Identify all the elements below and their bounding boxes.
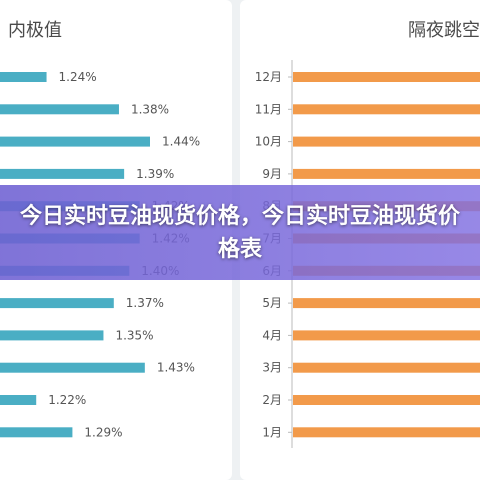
left-value-label: 1.29%	[84, 425, 122, 439]
left-value-label: 1.38%	[131, 102, 169, 116]
right-category-label: 5月	[262, 296, 282, 310]
left-bar	[0, 427, 73, 438]
left-value-label: 1.44%	[162, 135, 200, 149]
right-bar	[293, 298, 480, 309]
left-bar	[0, 330, 104, 341]
right-category-label: 9月	[262, 167, 282, 181]
banner-title: 今日实时豆油现货价格，今日实时豆油现货价格表	[20, 204, 461, 262]
left-value-label: 1.35%	[115, 328, 153, 342]
left-bar	[0, 298, 114, 309]
right-category-label: 3月	[262, 361, 282, 375]
right-category-label: 4月	[262, 328, 282, 342]
left-value-label: 1.43%	[157, 361, 195, 375]
title-banner	[0, 185, 480, 280]
right-bar	[293, 330, 480, 341]
left-value-label: 1.37%	[126, 296, 164, 310]
left-value-label: 1.24%	[59, 70, 97, 84]
right-bar	[293, 362, 480, 373]
right-bar	[293, 395, 480, 405]
right-category-label: 10月	[255, 135, 282, 149]
left-chart-title: 内极值	[8, 20, 62, 41]
left-bar	[0, 362, 145, 373]
right-category-label: 2月	[262, 393, 282, 407]
left-value-label: 1.22%	[48, 393, 86, 407]
right-bar	[293, 72, 480, 82]
left-bar	[0, 395, 37, 405]
right-bar	[293, 168, 480, 179]
right-category-label: 12月	[255, 70, 282, 84]
left-bar	[0, 104, 119, 115]
right-bar	[293, 427, 480, 438]
right-category-label: 1月	[262, 425, 282, 439]
right-category-label: 11月	[255, 102, 282, 116]
right-bar	[293, 104, 480, 115]
right-bar	[293, 136, 480, 147]
left-bar	[0, 168, 125, 179]
right-chart-title: 隔夜跳空	[408, 20, 480, 41]
left-value-label: 1.39%	[136, 167, 174, 181]
left-bar	[0, 136, 150, 147]
left-bar	[0, 72, 47, 82]
